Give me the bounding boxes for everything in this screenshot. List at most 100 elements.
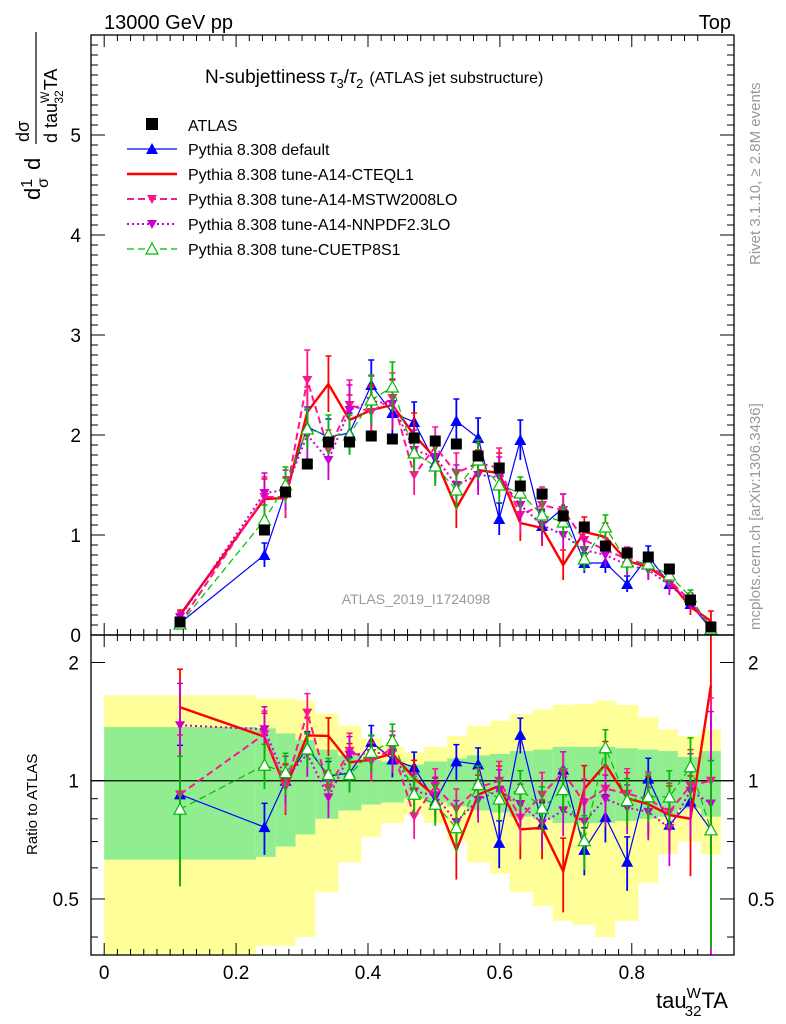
data-point-16 bbox=[578, 521, 590, 533]
series-point-3-4 bbox=[323, 456, 334, 465]
legend-label-2: Pythia 8.308 tune-A14-MSTW2008LO bbox=[188, 192, 457, 209]
ylabel-one: 1 bbox=[19, 179, 36, 188]
ylabel-den-sub: 32 bbox=[52, 90, 66, 104]
series-point-2-3 bbox=[302, 376, 313, 385]
series-ratio-point-4-15 bbox=[556, 782, 571, 796]
ylabel-d2: d bbox=[20, 158, 45, 170]
series-ratio-point-4-10 bbox=[449, 820, 464, 834]
ratio-uncertainty-bands bbox=[91, 695, 734, 955]
data-point-8 bbox=[408, 432, 420, 444]
main-series-layer bbox=[173, 349, 718, 635]
series-ratio-point-4-13 bbox=[513, 781, 528, 795]
ratio-y-label: Ratio to ATLAS bbox=[24, 754, 41, 855]
series-ratio-point-4-3 bbox=[300, 741, 315, 755]
data-point-20 bbox=[663, 563, 675, 575]
series-ratio-point-4-8 bbox=[407, 786, 422, 800]
ratio-tick-label-left-0: 0.5 bbox=[53, 890, 79, 911]
series-ratio-4 bbox=[173, 723, 718, 949]
series-ratio-point-3-20 bbox=[664, 824, 675, 834]
data-point-2 bbox=[280, 486, 292, 498]
data-point-18 bbox=[621, 547, 633, 559]
data-point-4 bbox=[322, 436, 334, 448]
data-point-21 bbox=[684, 594, 696, 606]
x-tick-label-3: 0.6 bbox=[487, 963, 513, 984]
ylabel-num: dσ bbox=[13, 121, 33, 142]
series-ratio-point-2-8 bbox=[409, 812, 420, 822]
legend-marker-data bbox=[146, 118, 158, 130]
chart-title-tau2: τ bbox=[349, 67, 358, 88]
series-point-4-8 bbox=[407, 445, 422, 459]
ylabel-den-ta: TA bbox=[41, 69, 61, 91]
x-tick-label-1: 0.2 bbox=[223, 963, 249, 984]
ratio-tick-label-right-2: 2 bbox=[748, 654, 759, 675]
legend-label-4: Pythia 8.308 tune-CUETP8S1 bbox=[188, 242, 401, 259]
data-point-11 bbox=[472, 450, 484, 462]
data-point-14 bbox=[536, 488, 548, 500]
series-ratio-point-4-19 bbox=[641, 789, 656, 803]
chart-title-main: N-subjettiness bbox=[205, 67, 325, 88]
series-point-2-8 bbox=[409, 471, 420, 480]
legend-marker-4 bbox=[144, 241, 160, 255]
series-ratio-point-3-0 bbox=[175, 721, 186, 731]
x-tick-label-2: 0.4 bbox=[355, 963, 382, 984]
xlabel-sup: W bbox=[687, 985, 702, 1002]
watermark: ATLAS_2019_I1724098 bbox=[342, 591, 491, 607]
svg-text:d tauW32TA: d tauW32TA bbox=[38, 69, 66, 143]
data-point-19 bbox=[642, 551, 654, 563]
series-ratio-point-4-11 bbox=[471, 777, 486, 791]
band-stat-3 bbox=[295, 739, 316, 835]
series-point-4-6 bbox=[364, 392, 379, 406]
x-axis-label: tauW 32TA bbox=[656, 985, 728, 1020]
y-tick-label-1: 1 bbox=[70, 526, 81, 547]
series-ratio-point-4-0 bbox=[173, 801, 188, 815]
series-point-0-1 bbox=[258, 549, 271, 560]
band-stat-7 bbox=[381, 761, 405, 803]
series-point-4-9 bbox=[428, 458, 443, 472]
series-ratio-point-4-20 bbox=[662, 789, 677, 803]
series-point-4-7 bbox=[385, 379, 400, 393]
chart-title: N-subjettiness τ3/τ2 (ATLAS jet substructu… bbox=[205, 67, 543, 91]
y-axis-label: d1σd dσ d tauW32TA bbox=[13, 32, 66, 200]
data-point-6 bbox=[365, 430, 377, 442]
x-tick-label-4: 0.8 bbox=[619, 963, 645, 984]
series-point-0-18 bbox=[621, 578, 634, 589]
ylabel-den-d: d tau bbox=[41, 103, 61, 143]
legend-label-0: Pythia 8.308 default bbox=[188, 142, 330, 159]
data-point-7 bbox=[386, 433, 398, 445]
legend-marker-2 bbox=[147, 195, 157, 204]
data-point-17 bbox=[599, 540, 611, 552]
series-ratio-point-0-18 bbox=[621, 855, 634, 867]
series-ratio-point-4-18 bbox=[620, 793, 635, 807]
series-ratio-point-0-1 bbox=[258, 821, 271, 833]
series-ratio-point-4-12 bbox=[492, 791, 507, 805]
series-ratio-point-4-4 bbox=[321, 767, 336, 781]
series-point-3-5 bbox=[344, 406, 355, 415]
series-line-2 bbox=[179, 379, 712, 628]
series-ratio-point-4-9 bbox=[428, 797, 443, 810]
series-main-1 bbox=[177, 355, 714, 631]
series-point-4-17 bbox=[598, 519, 613, 533]
ylabel-sigma: σ bbox=[35, 178, 52, 188]
series-ratio-point-4-2 bbox=[278, 765, 293, 779]
chart-title-sub2: 2 bbox=[356, 76, 363, 91]
series-ratio-point-3-5 bbox=[344, 750, 355, 760]
series-ratio-point-0-13 bbox=[514, 728, 527, 740]
series-ratio-point-4-22 bbox=[703, 822, 718, 836]
chart-title-tau3: τ bbox=[329, 67, 338, 88]
rivet-label: Rivet 3.1.10, ≥ 2.8M events bbox=[747, 83, 764, 266]
legend-label-3: Pythia 8.308 tune-A14-NNPDF2.3LO bbox=[188, 217, 450, 234]
series-ratio-point-4-6 bbox=[364, 745, 379, 758]
series-point-4-1 bbox=[257, 512, 272, 526]
chart-title-note: (ATLAS jet substructure) bbox=[369, 70, 543, 87]
data-point-12 bbox=[493, 462, 505, 474]
x-tick-label-0: 0 bbox=[99, 963, 110, 984]
svg-text:d1σd: d1σd bbox=[19, 158, 52, 200]
ratio-series-layer bbox=[173, 635, 718, 955]
data-point-0 bbox=[174, 616, 186, 628]
data-point-1 bbox=[258, 524, 270, 536]
series-ratio-point-3-4 bbox=[323, 793, 334, 803]
data-point-9 bbox=[429, 435, 441, 447]
process-label: 13000 GeV pp bbox=[104, 12, 233, 34]
chart-title-slash: / bbox=[344, 67, 350, 88]
